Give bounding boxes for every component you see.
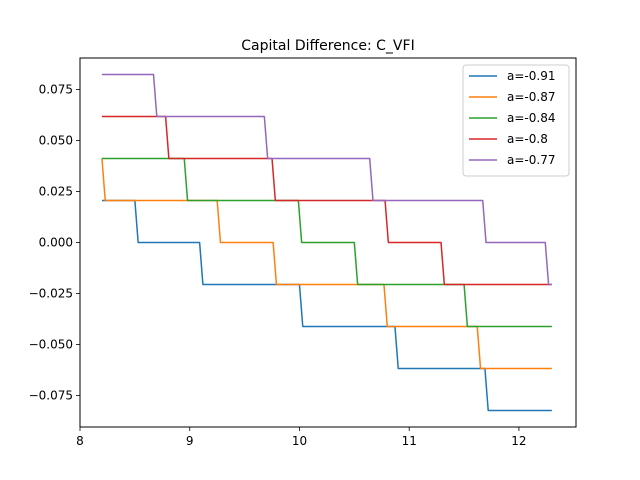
- series-line-2: [101, 158, 552, 370]
- legend-box: [462, 64, 570, 177]
- x-tick-label: 12: [511, 434, 526, 448]
- legend-label: a=-0.87: [507, 90, 555, 104]
- chart-title: Capital Difference: C_VFI: [241, 38, 414, 54]
- x-tick-label: 10: [292, 434, 307, 448]
- y-tick-label: 0.050: [39, 134, 73, 148]
- y-tick-label: −0.025: [29, 286, 73, 300]
- y-axis: −0.075 −0.050 −0.025 0.000 0.025 0.050 0.075: [29, 83, 80, 402]
- plot-lines: [101, 73, 552, 412]
- series-line-3: [101, 157, 552, 328]
- legend: a=-0.91 a=-0.87 a=-0.84 a=-0.8 a=-0.77: [462, 64, 570, 177]
- x-tick-label: 11: [402, 434, 417, 448]
- y-tick-label: 0.025: [39, 185, 73, 199]
- y-tick-label: −0.075: [29, 388, 73, 402]
- x-axis: 8 9 10 11 12: [76, 427, 527, 448]
- legend-label: a=-0.77: [507, 153, 555, 167]
- x-tick-label: 8: [76, 434, 84, 448]
- y-tick-label: 0.000: [39, 236, 73, 250]
- legend-label: a=-0.91: [507, 69, 555, 83]
- legend-label: a=-0.84: [507, 111, 555, 125]
- y-tick-label: −0.050: [29, 337, 73, 351]
- legend-label: a=-0.8: [507, 132, 548, 146]
- series-line-5: [101, 73, 552, 286]
- series-line-4: [101, 115, 552, 286]
- series-line-1: [101, 199, 552, 412]
- y-tick-label: 0.075: [39, 83, 73, 97]
- x-tick-label: 9: [186, 434, 194, 448]
